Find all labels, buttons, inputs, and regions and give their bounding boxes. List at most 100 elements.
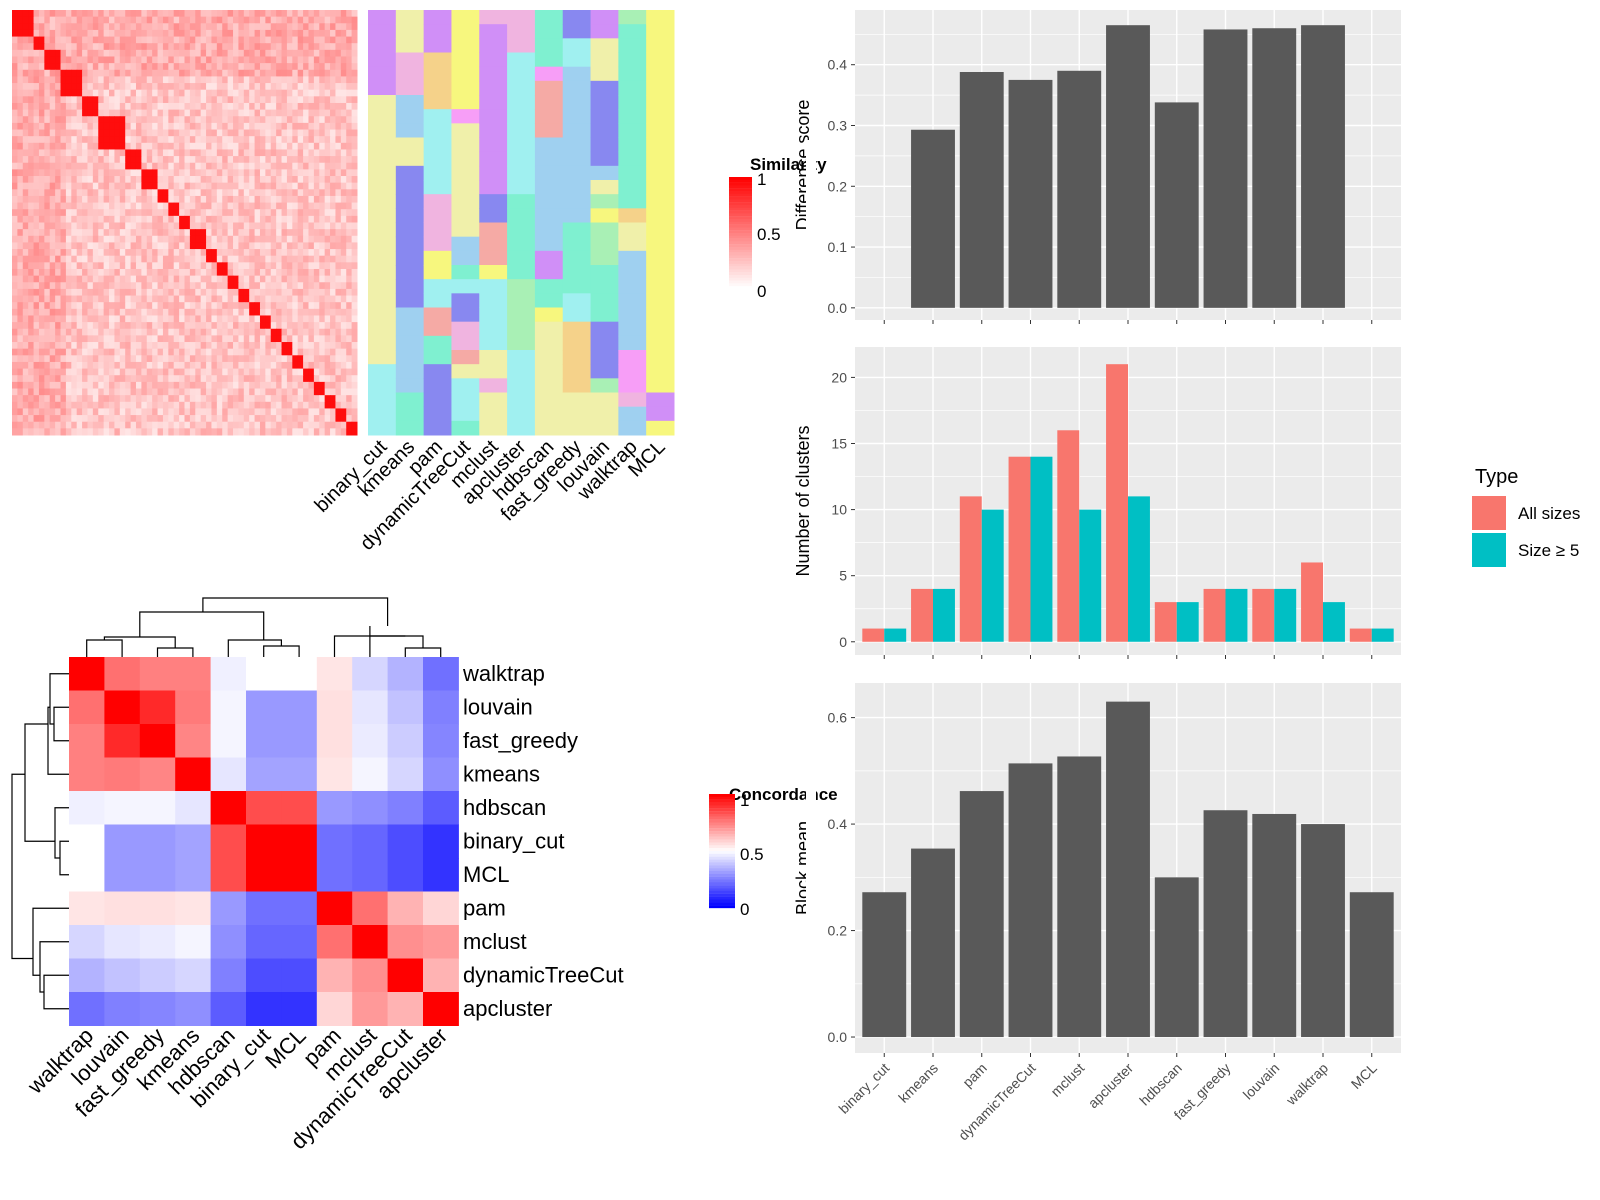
similarity-cell [324,169,331,177]
similarity-cell [292,275,299,283]
concordance-legend-swatch [709,899,735,903]
similarity-cell [227,222,234,230]
similarity-cell [44,129,51,137]
similarity-cell [28,222,35,230]
similarity-cell [286,10,293,18]
similarity-cell [351,415,358,423]
similarity-cell [200,408,207,416]
similarity-cell [92,308,99,316]
similarity-cell [265,136,272,144]
similarity-cell [98,295,105,303]
similarity-cell [168,215,175,223]
cluster-assignment-cell [423,180,452,195]
similarity-cell [265,415,272,423]
similarity-cell [330,302,336,310]
similarity-cell [146,242,153,250]
similarity-cell [157,162,164,170]
similarity-cell [184,169,191,177]
similarity-cell [281,348,288,356]
similarity-cell [173,43,180,51]
concordance-legend-swatch [709,879,735,883]
similarity-cell [216,29,223,38]
similarity-cell [76,109,83,117]
similarity-cell [173,189,180,197]
dendrogram-branch [43,974,69,1010]
similarity-cell [286,375,293,383]
similarity-cell [76,255,83,263]
similarity-cell [254,149,261,157]
similarity-cell [222,96,229,104]
similarity-cell [12,275,18,283]
concordance-cell [69,724,105,758]
similarity-cell [146,29,153,38]
similarity-cell [33,315,40,323]
similarity-cell [270,169,277,177]
similarity-cell [259,69,266,77]
concordance-cell [316,690,353,725]
similarity-cell [152,29,159,38]
similarity-cell [87,116,94,124]
similarity-cell [119,129,126,137]
similarity-cell [49,76,56,84]
similarity-cell [33,342,40,350]
similarity-cell [125,222,132,230]
similarity-cell [292,428,299,436]
similarity-cell [286,162,293,170]
similarity-cell [179,83,185,91]
similarity-cell [109,83,115,91]
similarity-cell [281,29,288,38]
cluster-assignment-cell [507,165,536,181]
similarity-cell [297,229,304,237]
similarity-cell [330,149,336,157]
similarity-cell [206,428,212,436]
similarity-cell [292,202,299,210]
cluster-assignment-cell [534,180,564,195]
similarity-cell [200,36,207,44]
similarity-cell [103,328,110,336]
similarity-cell [71,428,78,436]
concordance-legend-swatch [709,822,735,826]
similarity-cell [286,136,293,144]
similarity-cell [222,215,229,223]
similarity-cell [297,149,304,157]
cluster-assignment-cell [646,10,675,25]
similarity-cell [286,116,293,124]
similarity-cell [71,49,78,57]
similarity-cell [249,275,256,283]
similarity-cell [103,222,110,230]
similarity-cell [216,142,223,150]
similarity-cell [313,10,320,18]
similarity-cell [340,415,347,423]
similarity-cell [351,202,358,210]
similarity-cell [211,282,218,290]
similarity-cell [125,36,132,44]
similarity-cell [335,136,342,144]
similarity-cell [22,195,29,204]
cluster-assignment-cell [618,236,647,252]
similarity-cell [71,302,78,310]
similarity-cell [173,415,180,423]
similarity-cell [162,368,169,376]
similarity-cell [254,63,261,71]
similarity-cell [87,195,94,204]
similarity-cell [249,381,256,390]
similarity-cell [184,275,191,283]
similarity-cell [103,209,110,217]
similarity-cell [76,288,83,297]
similarity-cell [38,43,45,51]
similarity-cell [286,156,293,164]
similarity-cell [206,388,212,396]
similarity-cell [103,56,110,64]
concordance-cell [387,925,424,959]
similarity-cell [33,49,40,57]
similarity-cell [82,262,88,270]
similarity-cell [211,342,218,350]
similarity-cell [249,282,256,290]
similarity-cell [270,136,277,144]
similarity-cell [135,69,142,77]
similarity-cell [330,169,336,177]
similarity-cell [119,242,126,250]
similarity-cell [141,195,148,204]
similarity-cell [76,202,83,210]
similarity-cell [109,275,115,283]
